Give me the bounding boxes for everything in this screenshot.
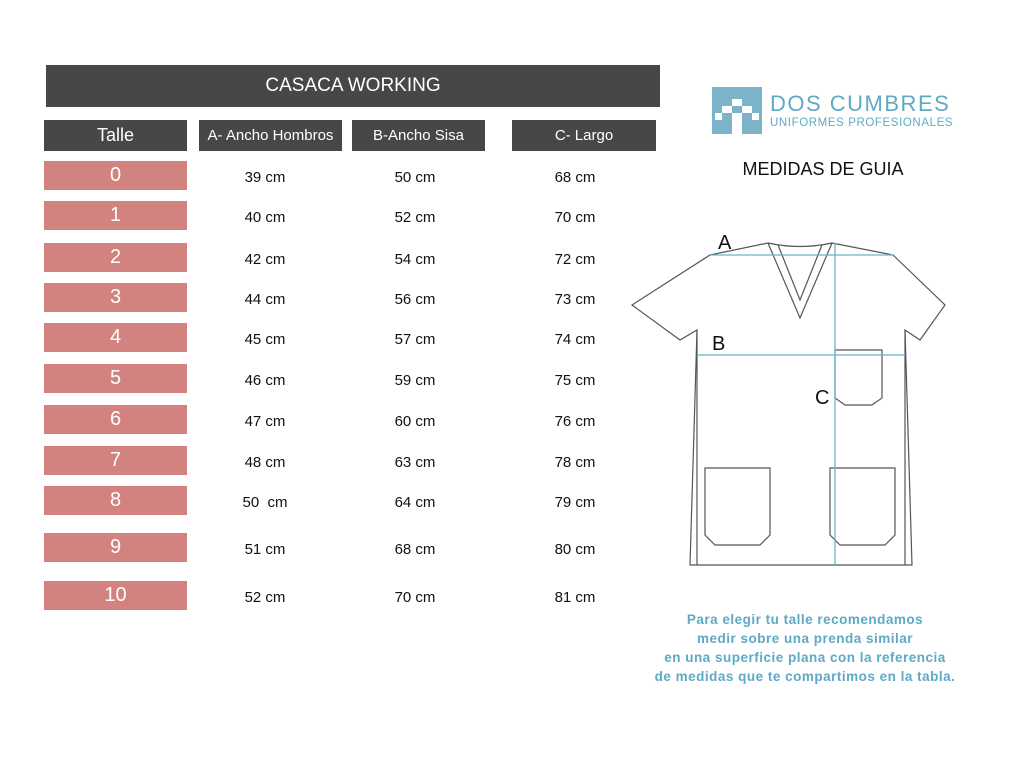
size-cell: 10 <box>44 581 187 610</box>
measure-cell: 57 cm <box>394 330 436 348</box>
size-cell: 1 <box>44 201 187 230</box>
brand-name: DOS CUMBRES <box>770 91 950 116</box>
measure-cell: 50 cm <box>394 168 436 186</box>
measure-cell: 40 cm <box>244 208 286 226</box>
size-cell: 5 <box>44 364 187 393</box>
measure-cell: 78 cm <box>554 453 596 471</box>
measure-cell: 68 cm <box>394 540 436 558</box>
note-line: Para elegir tu talle recomendamos <box>686 612 924 627</box>
size-cell: 3 <box>44 283 187 312</box>
size-cell: 0 <box>44 161 187 190</box>
measure-cell: 68 cm <box>554 168 596 186</box>
label-b: B <box>712 333 725 355</box>
brand-tagline: UNIFORMES PROFESIONALES <box>770 117 953 129</box>
title-bar: CASACA WORKING <box>46 65 660 107</box>
measure-cell: 70 cm <box>554 208 596 226</box>
measure-cell: 63 cm <box>394 453 436 471</box>
measure-cell: 80 cm <box>554 540 596 558</box>
label-a: A <box>718 232 732 254</box>
size-cell: 6 <box>44 405 187 434</box>
measure-cell: 48 cm <box>244 453 286 471</box>
measure-cell: 79 cm <box>554 493 596 511</box>
measure-cell: 47 cm <box>244 412 286 430</box>
label-c: C <box>815 387 829 409</box>
guide-title: MEDIDAS DE GUIA <box>742 159 903 179</box>
measure-lines <box>697 243 905 565</box>
measure-cell: 46 cm <box>244 371 286 389</box>
note-line: medir sobre una prenda similar <box>696 631 914 646</box>
column-header: C- Largo <box>512 120 656 151</box>
size-cell: 9 <box>44 533 187 562</box>
size-cell: 4 <box>44 323 187 352</box>
note-line: de medidas que te compartimos en la tabl… <box>654 669 956 684</box>
measure-cell: 72 cm <box>554 250 596 268</box>
measure-cell: 44 cm <box>244 290 286 308</box>
measure-cell: 73 cm <box>554 290 596 308</box>
measure-cell: 81 cm <box>554 588 596 606</box>
measure-cell: 45 cm <box>244 330 286 348</box>
measure-cell: 59 cm <box>394 371 436 389</box>
measure-cell: 60 cm <box>394 412 436 430</box>
size-cell: 7 <box>44 446 187 475</box>
measure-cell: 52 cm <box>244 588 286 606</box>
measure-cell: 76 cm <box>554 412 596 430</box>
note-line: en una superficie plana con la referenci… <box>664 650 946 665</box>
measure-cell: 42 cm <box>244 250 286 268</box>
measure-cell: 70 cm <box>394 588 436 606</box>
measure-cell: 54 cm <box>394 250 436 268</box>
size-cell: 2 <box>44 243 187 272</box>
size-cell: 8 <box>44 486 187 515</box>
measure-cell: 50 cm <box>242 493 288 511</box>
measure-cell: 74 cm <box>554 330 596 348</box>
column-header: Talle <box>44 120 187 151</box>
measure-cell: 75 cm <box>554 371 596 389</box>
measure-cell: 51 cm <box>244 540 286 558</box>
measure-cell: 56 cm <box>394 290 436 308</box>
column-header: B-Ancho Sisa <box>352 120 485 151</box>
measure-cell: 64 cm <box>394 493 436 511</box>
logo-steps <box>715 99 759 134</box>
measure-cell: 39 cm <box>244 168 286 186</box>
shirt <box>630 242 946 566</box>
measure-cell: 52 cm <box>394 208 436 226</box>
column-header: A- Ancho Hombros <box>199 120 342 151</box>
